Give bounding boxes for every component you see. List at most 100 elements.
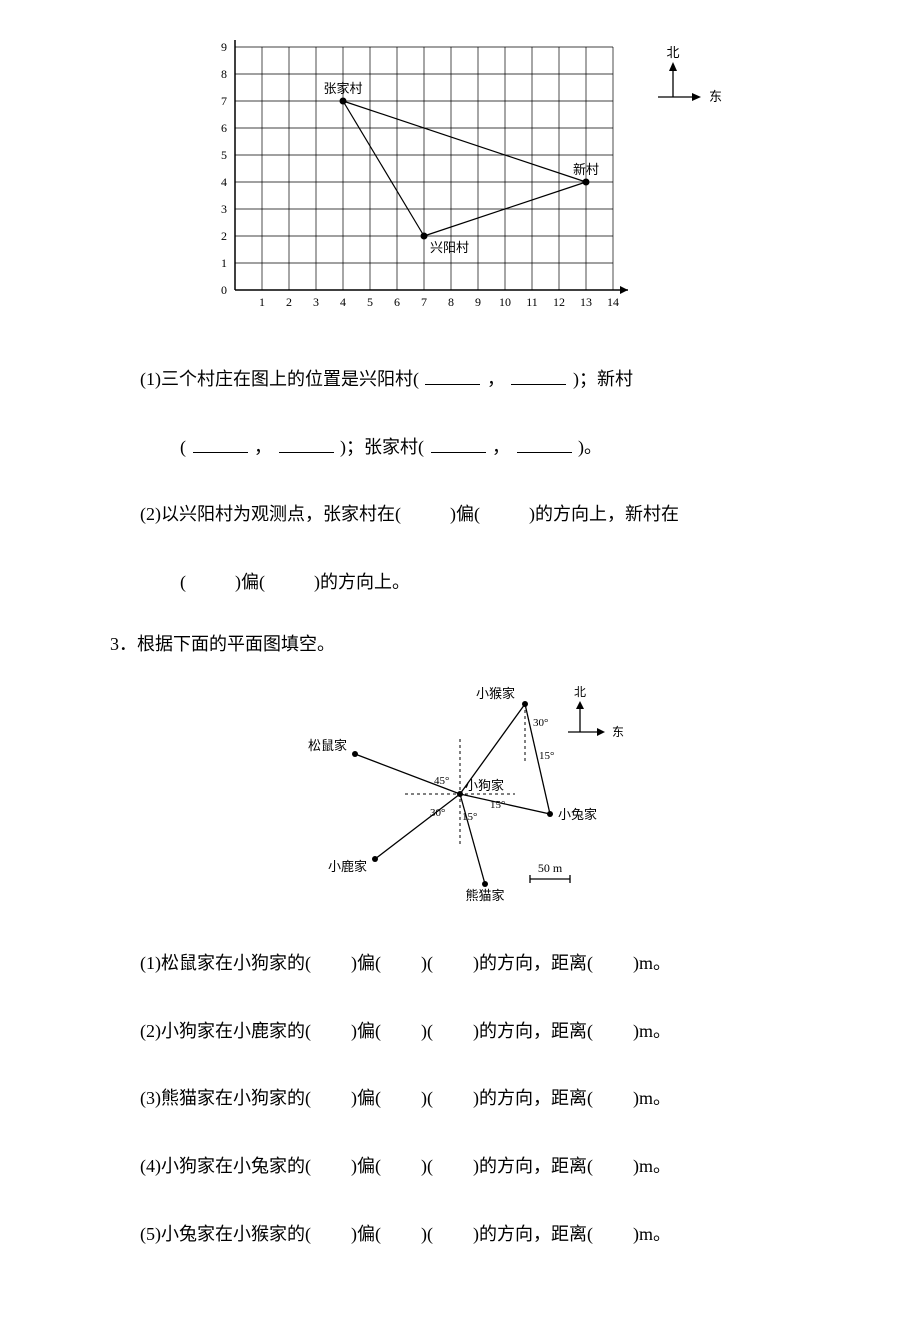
q1-1-mid2: )；张家村( xyxy=(340,437,424,457)
svg-text:1: 1 xyxy=(259,295,265,309)
q1-2-t4: ( xyxy=(180,572,186,592)
q3-t5: )m。 xyxy=(633,953,671,973)
q3-t5: )m。 xyxy=(633,1088,671,1108)
svg-text:8: 8 xyxy=(221,67,227,81)
question-1-1: (1)三个村庄在图上的位置是兴阳村( ， )；新村 xyxy=(140,360,830,400)
q1-1-prefix: (1)三个村庄在图上的位置是兴阳村( xyxy=(140,369,419,389)
q3-subj: 熊猫家在小狗家的 xyxy=(161,1088,305,1108)
svg-text:9: 9 xyxy=(475,295,481,309)
blank xyxy=(193,431,248,453)
svg-text:2: 2 xyxy=(286,295,292,309)
q3-t1: ( xyxy=(305,1021,311,1041)
svg-text:7: 7 xyxy=(221,94,227,108)
q1-2-t5: )偏( xyxy=(235,572,265,592)
blank xyxy=(279,431,334,453)
svg-text:15°: 15° xyxy=(539,750,554,762)
q3-t4: )的方向，距离( xyxy=(473,1088,593,1108)
q3-t3: )( xyxy=(421,1088,433,1108)
q3-t5: )m。 xyxy=(633,1156,671,1176)
q1-1-close: )。 xyxy=(578,437,602,457)
svg-text:东: 东 xyxy=(612,725,624,739)
q3-t2: )偏( xyxy=(351,1224,381,1244)
q3-t1: ( xyxy=(305,953,311,973)
chart-1-container: 12345678910111213140123456789张家村兴阳村新村北东 xyxy=(30,40,890,330)
q3-t5: )m。 xyxy=(633,1021,671,1041)
svg-text:6: 6 xyxy=(394,295,400,309)
q3-t2: )偏( xyxy=(351,1156,381,1176)
question-1-1-line2: ( ， )；张家村( ， )。 xyxy=(180,428,830,468)
diagram-2-container: 小猴家松鼠家小兔家小鹿家熊猫家小狗家30°45°15°30°15°15°50 m… xyxy=(30,684,890,914)
q3-idx: (5) xyxy=(140,1224,161,1244)
question-3-item: (3)熊猫家在小狗家的()偏()()的方向，距离()m。 xyxy=(140,1079,830,1119)
svg-text:45°: 45° xyxy=(434,775,449,787)
q1-1-mid1: )；新村 xyxy=(573,369,633,389)
question-3-item: (5)小兔家在小猴家的()偏()()的方向，距离()m。 xyxy=(140,1215,830,1255)
q3-t4: )的方向，距离( xyxy=(473,1224,593,1244)
svg-text:熊猫家: 熊猫家 xyxy=(465,888,504,903)
svg-text:7: 7 xyxy=(421,295,427,309)
q3-subj: 松鼠家在小狗家的 xyxy=(161,953,305,973)
svg-text:4: 4 xyxy=(221,175,227,189)
question-3-item: (4)小狗家在小兔家的()偏()()的方向，距离()m。 xyxy=(140,1147,830,1187)
svg-text:5: 5 xyxy=(367,295,373,309)
q1-2-t1: (2)以兴阳村为观测点，张家村在( xyxy=(140,504,401,524)
svg-text:小兔家: 小兔家 xyxy=(558,807,597,822)
q1-2-t6: )的方向上。 xyxy=(314,572,410,592)
svg-text:15°: 15° xyxy=(462,811,477,823)
blank xyxy=(431,431,486,453)
svg-text:4: 4 xyxy=(340,295,346,309)
svg-text:0: 0 xyxy=(221,283,227,297)
blank xyxy=(425,363,480,385)
q3-idx: (1) xyxy=(140,953,161,973)
svg-text:北: 北 xyxy=(574,685,586,699)
svg-text:3: 3 xyxy=(313,295,319,309)
q3-t4: )的方向，距离( xyxy=(473,953,593,973)
svg-text:12: 12 xyxy=(553,295,565,309)
q1-2-t2: )偏( xyxy=(450,504,480,524)
q1-1-open: ( xyxy=(180,437,186,457)
q3-subj: 小狗家在小鹿家的 xyxy=(161,1021,305,1041)
question-1-2-line2: ( )偏( )的方向上。 xyxy=(180,563,830,603)
q3-t1: ( xyxy=(305,1088,311,1108)
q3-t4: )的方向，距离( xyxy=(473,1021,593,1041)
svg-text:张家村: 张家村 xyxy=(323,81,362,96)
q3-t3: )( xyxy=(421,1021,433,1041)
svg-text:9: 9 xyxy=(221,40,227,54)
section-3-title: 3．根据下面的平面图填空。 xyxy=(110,630,890,659)
q3-t3: )( xyxy=(421,953,433,973)
blank xyxy=(511,363,566,385)
q3-t1: ( xyxy=(305,1156,311,1176)
q3-t1: ( xyxy=(305,1224,311,1244)
svg-text:1: 1 xyxy=(221,256,227,270)
svg-text:13: 13 xyxy=(580,295,592,309)
svg-text:3: 3 xyxy=(221,202,227,216)
q3-t5: )m。 xyxy=(633,1224,671,1244)
svg-text:30°: 30° xyxy=(430,807,445,819)
section-3-text: 3．根据下面的平面图填空。 xyxy=(110,634,335,654)
q1-1-sep2: ， xyxy=(254,437,272,457)
svg-text:小鹿家: 小鹿家 xyxy=(328,859,367,874)
svg-text:2: 2 xyxy=(221,229,227,243)
q1-1-sep1: ， xyxy=(487,369,505,389)
svg-text:东: 东 xyxy=(709,89,722,104)
q3-idx: (3) xyxy=(140,1088,161,1108)
q3-idx: (4) xyxy=(140,1156,161,1176)
svg-text:14: 14 xyxy=(607,295,619,309)
svg-text:6: 6 xyxy=(221,121,227,135)
svg-text:8: 8 xyxy=(448,295,454,309)
q3-t3: )( xyxy=(421,1224,433,1244)
animal-diagram: 小猴家松鼠家小兔家小鹿家熊猫家小狗家30°45°15°30°15°15°50 m… xyxy=(260,684,660,914)
question-1-2: (2)以兴阳村为观测点，张家村在( )偏( )的方向上，新村在 xyxy=(140,495,830,535)
q3-subj: 小狗家在小兔家的 xyxy=(161,1156,305,1176)
q3-idx: (2) xyxy=(140,1021,161,1041)
question-3-item: (1)松鼠家在小狗家的( )偏( )( )的方向，距离( )m。 xyxy=(140,944,830,984)
svg-text:10: 10 xyxy=(499,295,511,309)
svg-text:北: 北 xyxy=(666,45,679,60)
q3-t2: )偏( xyxy=(351,953,381,973)
q1-2-t3: )的方向上，新村在 xyxy=(529,504,679,524)
svg-text:11: 11 xyxy=(526,295,538,309)
svg-text:小猴家: 小猴家 xyxy=(476,686,515,701)
svg-text:5: 5 xyxy=(221,148,227,162)
svg-text:新村: 新村 xyxy=(573,162,599,177)
svg-text:松鼠家: 松鼠家 xyxy=(308,738,347,753)
